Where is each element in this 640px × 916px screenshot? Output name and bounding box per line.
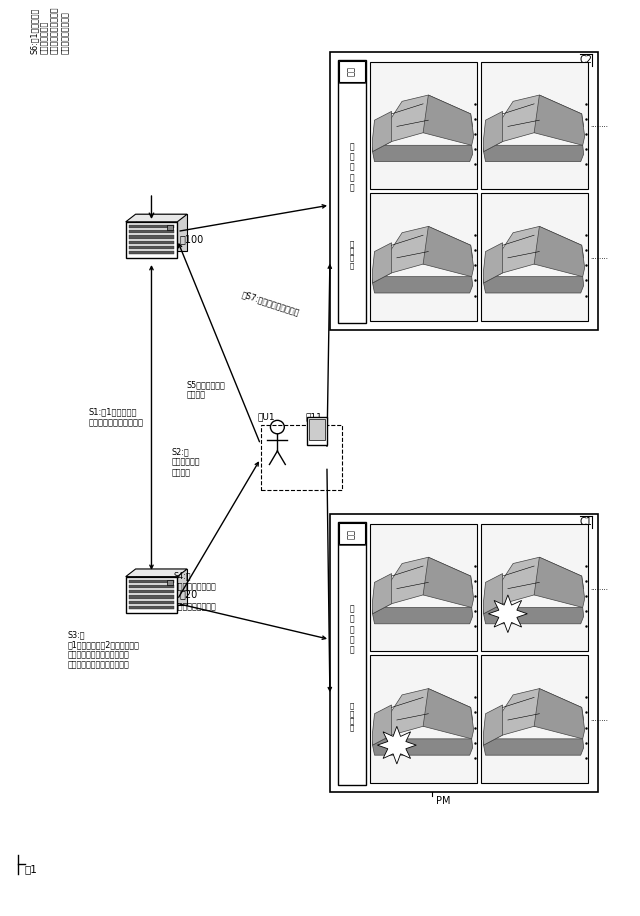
Polygon shape [534,689,585,739]
Bar [481,524,588,651]
Polygon shape [129,590,174,594]
Polygon shape [372,277,473,293]
Polygon shape [125,222,177,258]
Text: ........: ........ [591,716,609,722]
Polygon shape [136,214,187,251]
Polygon shape [129,595,174,599]
Polygon shape [423,95,474,146]
Polygon shape [372,146,473,161]
Text: 〜11: 〜11 [305,413,322,421]
Text: 〜U1: 〜U1 [257,413,275,421]
Text: S5検索クエリを
受付ける: S5検索クエリを 受付ける [186,380,225,399]
Bar [307,417,327,445]
Polygon shape [372,226,473,283]
Polygon shape [534,95,585,146]
Polygon shape [129,241,174,244]
Polygon shape [484,277,584,293]
Polygon shape [484,112,502,151]
Polygon shape [125,569,187,577]
Text: ス
ニ
ー
カ
ー: ス ニ ー カ ー [349,605,354,655]
Polygon shape [129,224,174,228]
Polygon shape [129,245,174,249]
Bar [481,61,588,190]
Polygon shape [372,573,392,614]
Bar [369,193,477,321]
Bar [260,425,342,490]
Text: ........: ........ [591,584,609,591]
Polygon shape [372,243,392,283]
Text: S3:〜: S3:〜 [67,630,84,639]
Polygon shape [372,705,392,745]
Bar [369,61,477,190]
Text: 検索結果を提供する: 検索結果を提供する [173,603,216,612]
Text: 第1ドメインと第2ドメインとの
取引対象から、検索クエリと
対応する取引対象を検索する: 第1ドメインと第2ドメインとの 取引対象から、検索クエリと 対応する取引対象を検… [67,640,139,670]
Text: S2:〜
検索クエリを
受付ける: S2:〜 検索クエリを 受付ける [172,447,200,477]
Text: ........: ........ [591,123,609,128]
Polygon shape [129,251,174,255]
Text: C1: C1 [580,518,593,528]
Polygon shape [484,226,584,283]
Polygon shape [129,584,174,588]
Polygon shape [484,243,502,283]
Text: 検
索
結
果: 検 索 結 果 [349,241,354,268]
Bar [338,60,365,322]
Bar [369,655,477,783]
Text: 検索: 検索 [348,529,356,539]
Text: ........: ........ [591,254,609,260]
Bar [330,514,598,792]
Bar [339,60,365,82]
Polygon shape [372,95,473,151]
Polygon shape [484,689,584,745]
Text: 〜100: 〜100 [179,234,204,245]
Text: 〜S7:検索結果を提供する: 〜S7:検索結果を提供する [241,289,301,317]
Polygon shape [378,726,416,764]
Polygon shape [129,235,174,239]
Bar [330,52,598,330]
Text: 〜1: 〜1 [24,864,38,874]
Text: PM: PM [436,796,450,806]
Polygon shape [423,557,474,607]
Text: C2: C2 [580,55,593,65]
Bar [167,580,173,585]
Polygon shape [372,689,473,745]
Polygon shape [423,226,474,277]
Bar [481,193,588,321]
Polygon shape [129,580,174,583]
Polygon shape [372,112,392,151]
Polygon shape [423,689,474,739]
Text: S6:第1ドメインの
取引対象から、
検索クエリと対応する
取引対象を検索する: S6:第1ドメインの 取引対象から、 検索クエリと対応する 取引対象を検索する [29,6,70,54]
Polygon shape [129,230,174,234]
Polygon shape [534,557,585,607]
Polygon shape [484,573,502,614]
Polygon shape [534,226,585,277]
Bar [369,524,477,651]
Polygon shape [129,601,174,604]
Polygon shape [372,739,473,755]
Polygon shape [484,95,584,151]
Polygon shape [125,214,187,222]
Polygon shape [484,739,584,755]
Text: 検索: 検索 [348,66,356,76]
Text: ス
ニ
ー
カ
ー: ス ニ ー カ ー [349,142,354,192]
Polygon shape [484,557,584,614]
Bar [309,420,325,441]
Polygon shape [372,607,473,624]
Polygon shape [136,569,187,605]
Polygon shape [125,577,177,613]
Polygon shape [372,557,473,614]
Text: S4:〜
検索結果を提供する: S4:〜 検索結果を提供する [173,572,216,591]
Bar [338,522,365,785]
Polygon shape [129,605,174,609]
Polygon shape [484,705,502,745]
Text: 検
索
結
果: 検 索 結 果 [349,703,354,731]
Polygon shape [484,146,584,161]
Polygon shape [488,594,527,633]
Bar [167,224,173,231]
Bar [481,655,588,783]
Text: 〜20: 〜20 [179,589,198,599]
Text: S1:第1ドメインの
取引対象情報を取得する: S1:第1ドメインの 取引対象情報を取得する [88,408,143,427]
Bar [339,523,365,544]
Polygon shape [484,607,584,624]
